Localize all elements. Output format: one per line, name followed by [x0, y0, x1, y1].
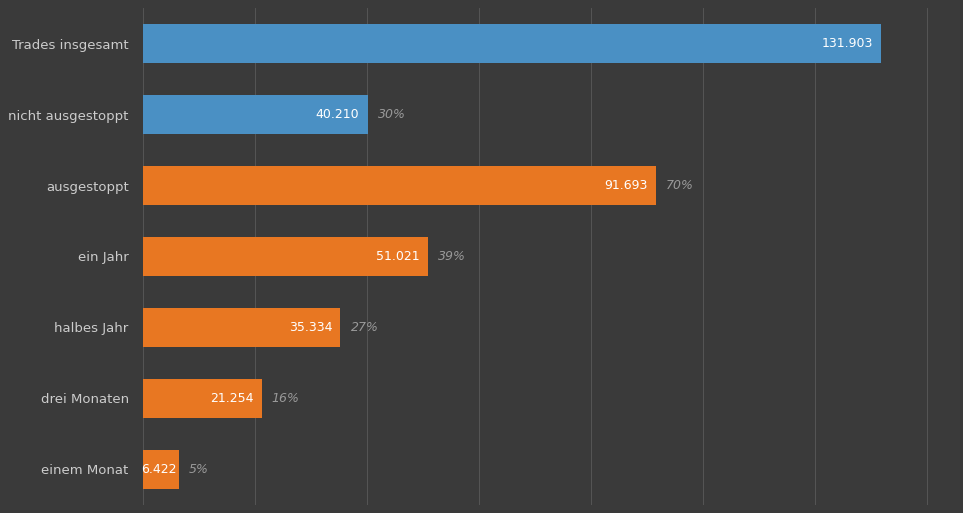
Text: 39%: 39%: [438, 250, 466, 263]
Bar: [143, 166, 656, 205]
Text: 35.334: 35.334: [289, 321, 332, 334]
Text: 40.210: 40.210: [316, 108, 359, 121]
Bar: [143, 308, 341, 347]
Text: 91.693: 91.693: [605, 179, 648, 192]
Text: 70%: 70%: [666, 179, 694, 192]
Text: 51.021: 51.021: [377, 250, 420, 263]
Text: 6.422: 6.422: [141, 463, 176, 476]
Bar: [143, 95, 368, 134]
Text: 21.254: 21.254: [210, 392, 253, 405]
Text: 5%: 5%: [189, 463, 209, 476]
Bar: [143, 24, 881, 63]
Text: 16%: 16%: [272, 392, 299, 405]
Text: 30%: 30%: [377, 108, 405, 121]
Bar: [143, 450, 178, 489]
Bar: [143, 379, 262, 418]
Text: 27%: 27%: [351, 321, 378, 334]
Bar: [143, 237, 429, 276]
Text: 131.903: 131.903: [821, 37, 872, 50]
